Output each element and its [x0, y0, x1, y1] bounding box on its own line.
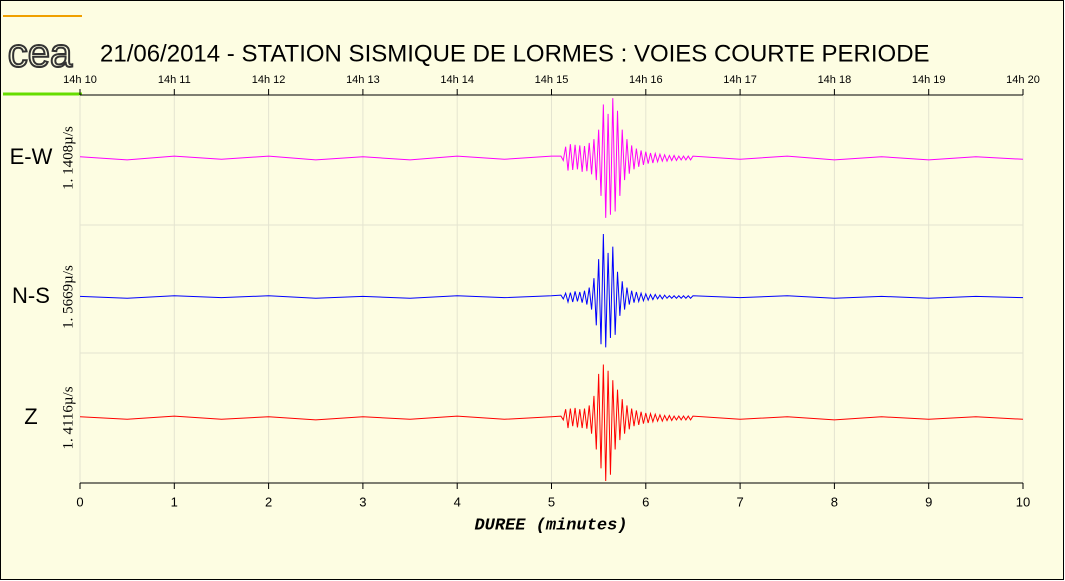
trace [79, 233, 1024, 348]
x2-tick-label: 14h 20 [1006, 74, 1040, 86]
trace-scale: 1. 4116µ/s [60, 386, 76, 449]
x2-tick-label: 14h 16 [629, 74, 663, 86]
x-tick-label: 3 [359, 494, 366, 509]
chart-title: 21/06/2014 - STATION SISMIQUE DE LORMES … [100, 40, 930, 67]
trace-name: N-S [12, 283, 50, 308]
x2-tick-label: 14h 19 [912, 74, 946, 86]
x2-tick-label: 14h 13 [346, 74, 380, 86]
x-tick-label: 8 [831, 494, 838, 509]
x-tick-label: 9 [925, 494, 932, 509]
x2-tick-label: 14h 12 [252, 74, 286, 86]
x2-tick-label: 14h 10 [63, 74, 97, 86]
trace-name: Z [24, 404, 37, 429]
x2-tick-label: 14h 18 [818, 74, 852, 86]
logo: cea [8, 32, 73, 76]
trace-name: E-W [10, 144, 53, 169]
x-tick-label: 2 [265, 494, 272, 509]
x-axis-label: DUREE (minutes) [474, 516, 627, 535]
x-tick-label: 1 [171, 494, 178, 509]
x-tick-label: 4 [454, 494, 461, 509]
trace [79, 364, 1024, 482]
x-tick-label: 5 [548, 494, 555, 509]
trace [79, 98, 1024, 218]
x2-tick-label: 14h 17 [723, 74, 757, 86]
x2-tick-label: 14h 14 [440, 74, 474, 86]
trace-scale: 1. 1408µ/s [60, 126, 76, 190]
x-tick-label: 7 [736, 494, 743, 509]
x2-tick-label: 14h 15 [535, 74, 569, 86]
x-tick-label: 0 [76, 494, 83, 509]
x-tick-label: 6 [642, 494, 649, 509]
x-tick-label: 10 [1016, 494, 1030, 509]
x2-tick-label: 14h 11 [158, 74, 191, 86]
trace-scale: 1. 5669µ/s [60, 265, 76, 329]
